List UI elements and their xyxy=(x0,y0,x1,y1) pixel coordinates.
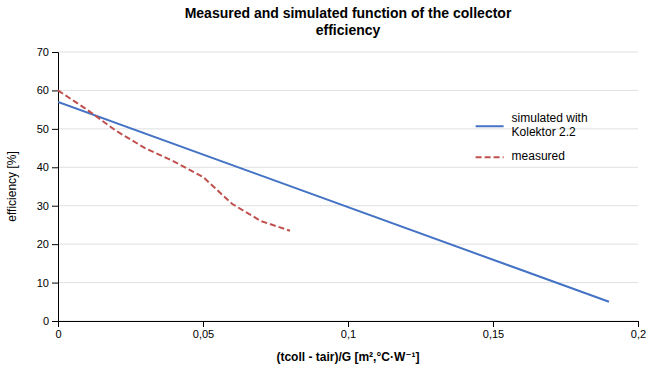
legend: simulated withKolektor 2.2 measured xyxy=(476,111,588,163)
x-tick: 0,1 xyxy=(341,321,356,340)
legend-label-line: measured xyxy=(512,149,565,163)
y-axis-line xyxy=(52,53,59,322)
y-tick-label: 20 xyxy=(37,238,49,250)
legend-label: simulated withKolektor 2.2 xyxy=(512,111,588,139)
y-tick-label: 30 xyxy=(37,200,49,212)
x-axis: 0 0,05 0,1 0,15 0,2 xyxy=(55,321,646,340)
y-tick: 0 xyxy=(43,315,58,327)
y-tick-mark xyxy=(52,206,58,207)
title-line: efficiency xyxy=(316,22,381,38)
grid-line xyxy=(58,244,638,245)
y-tick-mark xyxy=(52,90,58,91)
y-tick-mark xyxy=(52,129,58,130)
x-tick: 0 xyxy=(55,321,61,340)
y-tick: 50 xyxy=(37,123,58,135)
x-tick-label: 0 xyxy=(55,328,61,340)
y-tick-mark xyxy=(52,244,58,245)
y-tick: 70 xyxy=(37,46,58,58)
y-axis: 0 10 20 30 40 50 60 70 xyxy=(37,46,59,327)
x-tick-mark xyxy=(203,321,204,327)
y-tick-label: 70 xyxy=(37,46,49,58)
x-tick: 0,05 xyxy=(193,321,214,340)
series-line xyxy=(58,90,290,230)
grid-line xyxy=(58,282,638,283)
y-tick-mark xyxy=(52,52,58,53)
grid-line xyxy=(58,90,638,91)
y-tick: 40 xyxy=(37,161,58,173)
legend-label-line: Kolektor 2.2 xyxy=(512,125,576,139)
y-tick-label: 50 xyxy=(37,123,49,135)
x-tick-label: 0,2 xyxy=(631,328,646,340)
x-tick-label: 0,15 xyxy=(483,328,504,340)
legend-swatch xyxy=(476,125,504,127)
y-tick: 60 xyxy=(37,84,58,96)
y-axis-title: efficiency [%] xyxy=(5,151,19,221)
lines xyxy=(58,90,609,301)
legend-label-line: simulated with xyxy=(512,111,588,125)
x-axis-title: (tcoll - tair)/G [m²,°C·W⁻¹] xyxy=(276,350,419,364)
y-tick: 30 xyxy=(37,200,58,212)
series-line xyxy=(58,102,609,302)
x-tick: 0,2 xyxy=(631,321,646,340)
plot: 0 0,05 0,1 0,15 0,2 0 10 20 30 40 50 60 70 simulated … xyxy=(37,46,646,340)
legend-item: measured xyxy=(476,149,565,163)
x-tick-label: 0,1 xyxy=(341,328,356,340)
y-tick-mark xyxy=(52,283,58,284)
y-tick-label: 40 xyxy=(37,161,49,173)
y-tick: 20 xyxy=(37,238,58,250)
x-tick: 0,15 xyxy=(483,321,504,340)
title-line: Measured and simulated function of the c… xyxy=(185,5,512,21)
y-tick-label: 60 xyxy=(37,84,49,96)
y-tick-mark xyxy=(52,167,58,168)
title: Measured and simulated function of the c… xyxy=(185,5,512,38)
legend-item: simulated withKolektor 2.2 xyxy=(476,111,588,139)
x-tick-mark xyxy=(638,321,639,327)
legend-label: measured xyxy=(512,149,565,163)
x-axis-line xyxy=(59,322,639,328)
grid-line xyxy=(58,52,638,53)
x-tick-mark xyxy=(348,321,349,327)
grid-line xyxy=(58,167,638,168)
grid-line xyxy=(58,205,638,206)
y-tick: 10 xyxy=(37,277,58,289)
legend-swatch xyxy=(476,156,504,158)
grid xyxy=(58,52,638,321)
x-tick-label: 0,05 xyxy=(193,328,214,340)
y-tick-label: 0 xyxy=(43,315,49,327)
chart: 0 0,05 0,1 0,15 0,2 0 10 20 30 40 50 60 70 simulated … xyxy=(0,0,662,369)
y-tick-mark xyxy=(52,321,58,322)
x-tick-mark xyxy=(493,321,494,327)
y-tick-label: 10 xyxy=(37,277,49,289)
